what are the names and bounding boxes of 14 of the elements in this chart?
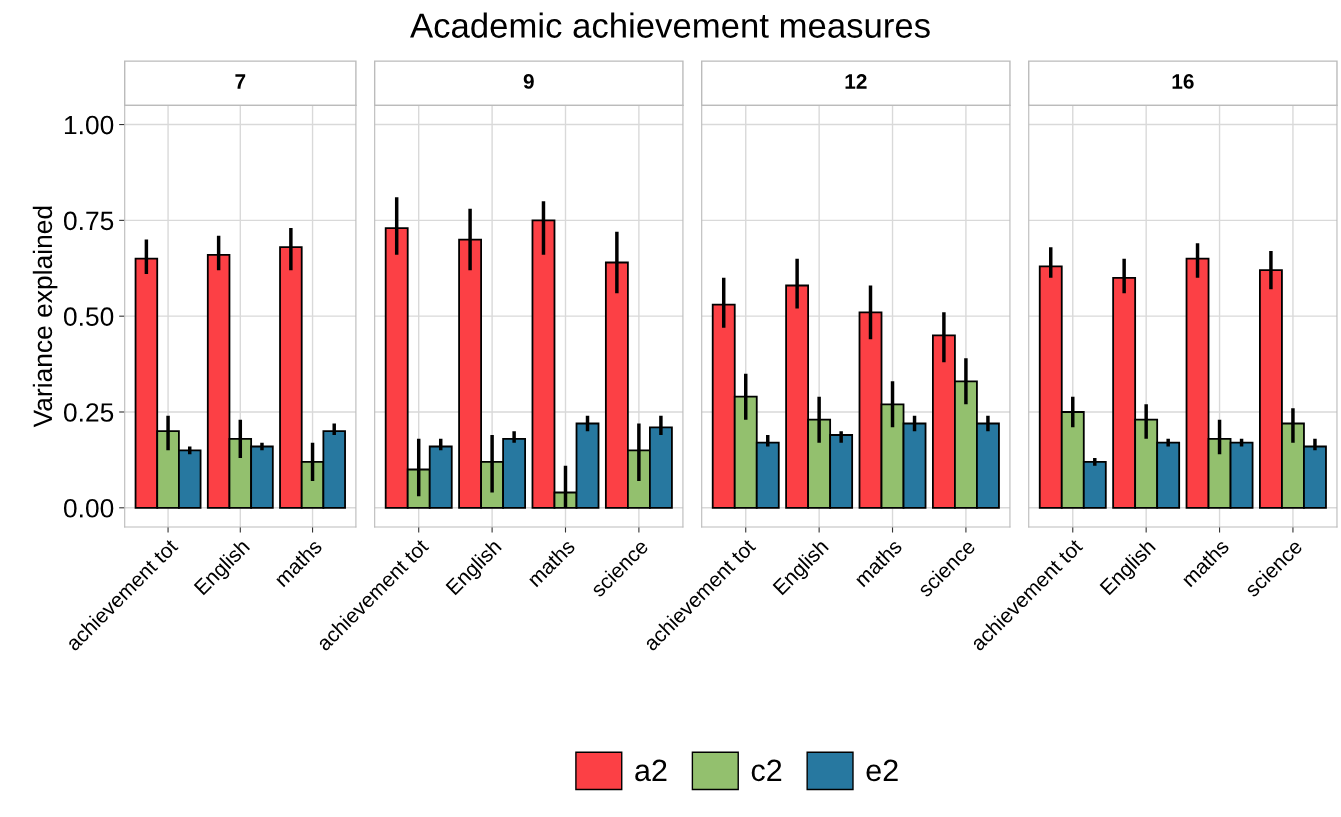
chart-title: 16: [1172, 74, 1194, 89]
legend-label: e2: [866, 759, 898, 782]
y-tick-label: 0.75: [63, 211, 114, 231]
legend-label: a2: [635, 759, 667, 782]
legend-label: c2: [751, 759, 782, 782]
y-tick-label: 0.50: [63, 307, 114, 326]
text: Academic achievement measures: [410, 12, 930, 38]
chart-title: 12: [845, 74, 867, 89]
y-axis-title: Variance explained: [32, 206, 58, 428]
chart-title: 7: [235, 74, 246, 89]
y-tick-label: 0.25: [63, 403, 114, 422]
chart-title: 9: [523, 74, 534, 89]
y-tick-label: 1.00: [64, 115, 114, 135]
y-tick-label: 0.00: [63, 498, 114, 518]
